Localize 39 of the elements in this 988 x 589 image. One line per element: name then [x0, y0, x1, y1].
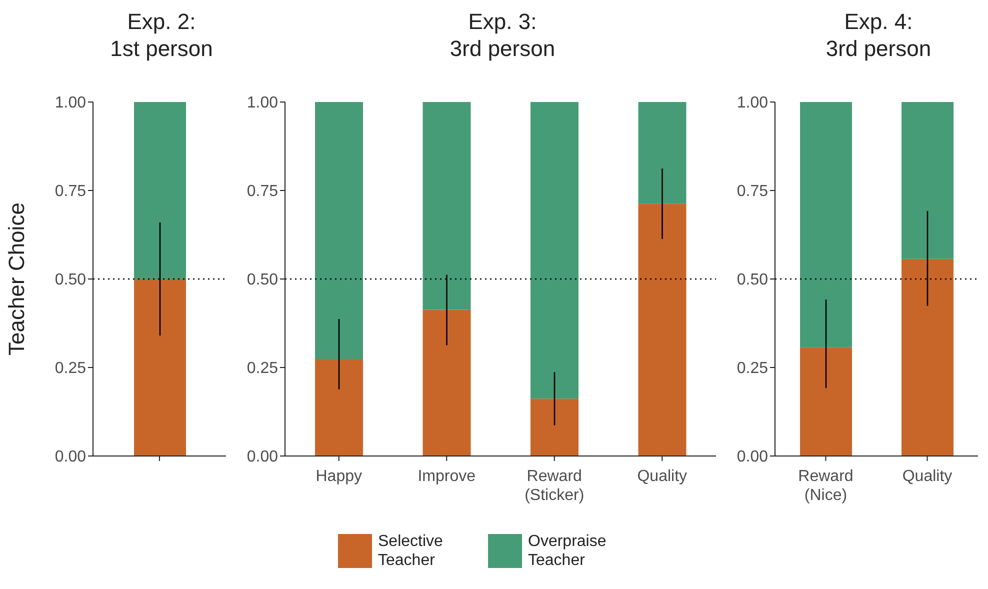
bar	[800, 102, 852, 348]
bar	[638, 102, 686, 204]
x-tick-label: Reward (Sticker)	[524, 468, 584, 504]
x-tick-label: Happy	[316, 468, 362, 485]
x-tick-label: Reward (Nice)	[798, 468, 854, 504]
y-tick-label: 0.75	[246, 183, 278, 200]
bar	[638, 204, 686, 456]
x-tick-label: Quality	[902, 468, 952, 485]
chart-title: Exp. 3: 3rd person	[448, 8, 556, 62]
x-tick-label: Improve	[418, 468, 476, 485]
y-axis-title: Teacher Choice	[4, 202, 29, 356]
bar	[422, 310, 471, 456]
legend-label: Overpraise Teacher	[528, 532, 608, 570]
bar	[530, 102, 578, 399]
chart-title: Exp. 4: 3rd person	[824, 8, 932, 62]
y-tick-label: 0.00	[736, 448, 768, 466]
y-tick-label: 0.50	[736, 272, 768, 289]
bar	[902, 102, 954, 259]
y-tick-label: 0.50	[54, 272, 86, 289]
y-tick-label: 1.00	[736, 94, 768, 112]
bar	[422, 102, 471, 310]
y-tick-label: 0.25	[246, 360, 278, 378]
bar	[530, 398, 578, 456]
bar	[315, 102, 363, 360]
y-tick-label: 0.75	[54, 183, 86, 200]
x-tick-label: Quality	[637, 468, 688, 485]
bar	[315, 359, 363, 456]
chart-title: Exp. 2: 1st person	[109, 8, 214, 62]
bar	[800, 347, 852, 456]
y-tick-label: 1.00	[54, 94, 86, 112]
y-tick-label: 0.00	[54, 448, 86, 466]
y-tick-label: 1.00	[246, 94, 278, 112]
y-tick-label: 0.50	[246, 272, 278, 289]
y-tick-label: 0.75	[736, 183, 768, 200]
y-tick-label: 0.25	[736, 360, 768, 378]
legend-label: Selective Teacher	[378, 532, 444, 570]
y-tick-label: 0.25	[54, 360, 86, 378]
bar	[902, 258, 954, 456]
y-tick-label: 0.00	[246, 448, 278, 466]
